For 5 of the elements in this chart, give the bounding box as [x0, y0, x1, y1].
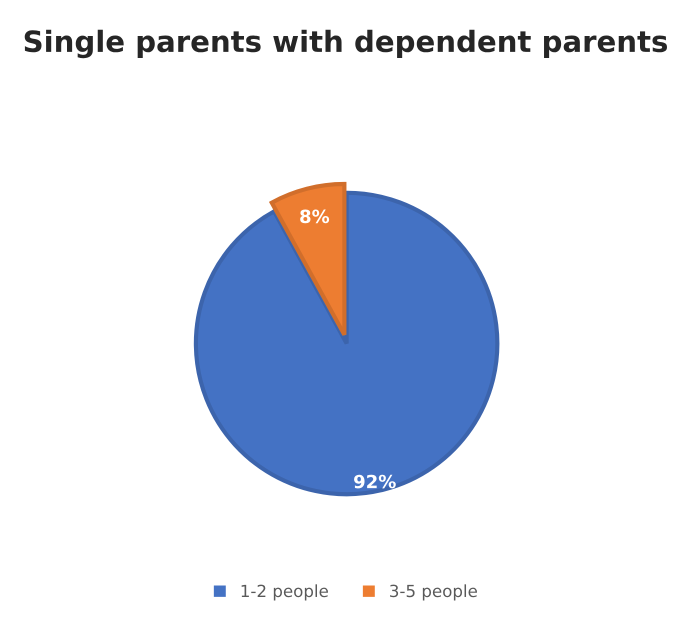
- data-label: 8%: [300, 210, 330, 224]
- data-label: 92%: [354, 474, 396, 488]
- legend-label: 3-5 people: [390, 584, 477, 600]
- chart-title: Single parents with dependent parents: [24, 30, 667, 58]
- legend-label: 1-2 people: [242, 584, 328, 600]
